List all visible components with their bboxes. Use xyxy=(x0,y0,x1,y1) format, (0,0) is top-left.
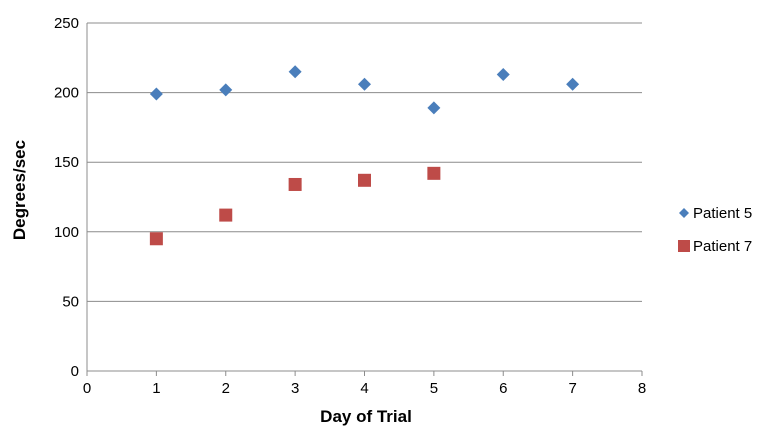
patient-7-legend-marker xyxy=(678,240,690,252)
y-tick-label-200: 200 xyxy=(54,85,79,102)
x-axis-title: Day of Trial xyxy=(320,407,412,426)
patient-5-point-day-1 xyxy=(149,87,163,101)
x-tick-label-3: 3 xyxy=(291,380,299,397)
x-tick-label-6: 6 xyxy=(499,380,507,397)
patient-7-point-day-5 xyxy=(427,166,441,180)
x-tick-label-5: 5 xyxy=(430,380,438,397)
x-tick-label-7: 7 xyxy=(568,380,576,397)
x-tick-label-0: 0 xyxy=(83,380,91,397)
axes xyxy=(86,23,643,376)
patient-7-point-day-4 xyxy=(358,173,371,187)
patient-5-point-day-6 xyxy=(496,68,510,82)
y-tick-label-250: 250 xyxy=(54,15,79,32)
y-tick-label-50: 50 xyxy=(62,293,79,310)
patient-5-point-day-4 xyxy=(358,77,371,91)
tick-labels: 0 50 100 150 200 250 0 1 2 3 4 5 6 7 8 xyxy=(54,15,646,397)
patient-5-point-day-3 xyxy=(288,65,302,79)
patient-5-legend-marker xyxy=(679,208,689,218)
x-tick-label-8: 8 xyxy=(638,380,646,397)
x-tick-label-1: 1 xyxy=(152,380,160,397)
patient-5-point-day-5 xyxy=(427,101,441,115)
patient-7-point-day-1 xyxy=(149,232,163,246)
patient-5-point-day-2 xyxy=(219,83,233,97)
patient-5-point-day-7 xyxy=(566,77,580,91)
x-tick-label-2: 2 xyxy=(222,380,230,397)
gridlines xyxy=(87,22,642,302)
patient-7-legend-label: Patient 7 xyxy=(693,238,752,255)
x-tick-label-4: 4 xyxy=(360,380,368,397)
data-points xyxy=(149,65,580,246)
patient-7-point-day-2 xyxy=(219,208,233,222)
y-axis-title: Degrees/sec xyxy=(10,140,29,240)
y-tick-label-0: 0 xyxy=(71,363,79,380)
patient-7-point-day-3 xyxy=(288,177,302,191)
legend: Patient 5 Patient 7 xyxy=(678,205,752,255)
patient-5-legend-label: Patient 5 xyxy=(693,205,752,222)
y-tick-label-100: 100 xyxy=(54,224,79,241)
y-tick-label-150: 150 xyxy=(54,154,79,171)
